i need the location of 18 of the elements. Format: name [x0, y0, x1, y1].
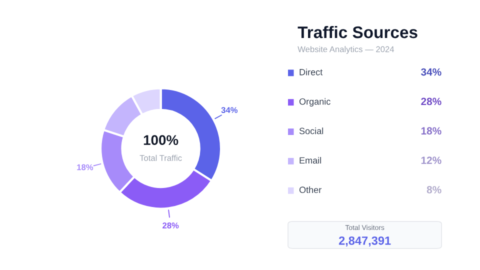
text: 100% — [144, 135, 178, 145]
chart-title: Traffic Sources — [298, 26, 418, 38]
data-label: 18% — [77, 164, 94, 170]
legend-label: Direct — [300, 68, 323, 76]
legend-label: Organic — [299, 98, 330, 107]
text: 2,847,391 — [338, 236, 391, 247]
legend-label: Other — [299, 186, 322, 194]
text: 12% — [421, 156, 442, 164]
text: 28% — [421, 98, 442, 106]
data-label: 34% — [221, 107, 238, 114]
text: 8% — [426, 186, 442, 194]
data-label: 28% — [162, 222, 179, 228]
text: 18% — [421, 127, 442, 135]
text: Total Traffic — [140, 154, 182, 161]
legend-label: Social — [299, 128, 324, 134]
chart-subtitle: Website Analytics — 2024 — [298, 46, 394, 54]
legend-label: Email — [300, 156, 322, 164]
text: 34% — [420, 68, 442, 76]
